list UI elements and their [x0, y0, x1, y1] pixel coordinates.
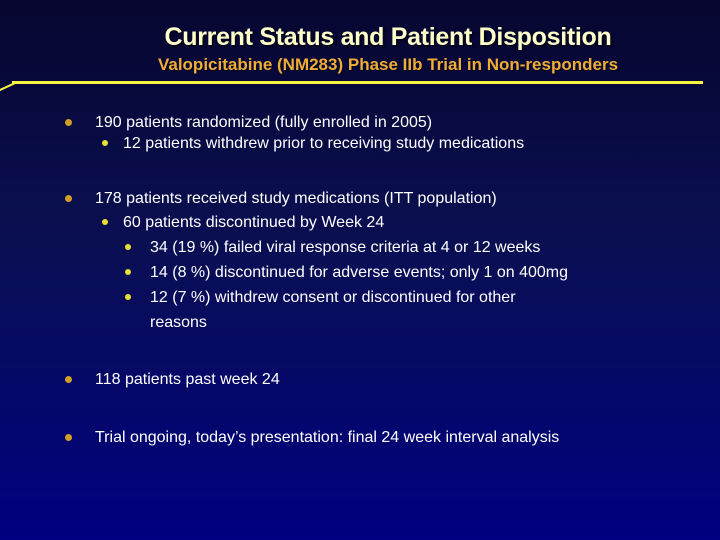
slide-header: Current Status and Patient Disposition V…: [60, 22, 716, 75]
divider-line: [12, 81, 703, 84]
bullet-item: 118 patients past week 24: [0, 367, 716, 392]
bullet-text: 118 patients past week 24: [95, 371, 280, 388]
divider-line-tail: [0, 82, 15, 92]
bullet-text: 34 (19 %) failed viral response criteria…: [150, 239, 541, 256]
bullet-icon: [125, 269, 131, 275]
bullet-item: 12 (7 %) withdrew consent or discontinue…: [0, 285, 716, 335]
bullet-icon: [102, 140, 108, 146]
bullet-text: 178 patients received study medications …: [95, 190, 497, 207]
bullet-text: 14 (8 %) discontinued for adverse events…: [150, 264, 569, 281]
bullet-item: Trial ongoing, today’s presentation: fin…: [0, 425, 716, 450]
bullet-item: 60 patients discontinued by Week 24: [0, 210, 716, 235]
bullet-item: 12 patients withdrew prior to receiving …: [0, 131, 716, 156]
bullet-icon: [65, 195, 72, 202]
bullet-item: 178 patients received study medications …: [0, 186, 716, 211]
page-title: Current Status and Patient Disposition: [164, 23, 612, 51]
bullet-text: 60 patients discontinued by Week 24: [123, 214, 385, 231]
bullet-text: 12 (7 %) withdrew consent or discontinue…: [150, 289, 516, 331]
bullet-text: 12 patients withdrew prior to receiving …: [123, 135, 525, 152]
bullet-text: Trial ongoing, today’s presentation: fin…: [95, 429, 560, 446]
bullet-icon: [65, 434, 72, 441]
bullet-icon: [125, 294, 131, 300]
page-subtitle: Valopicitabine (NM283) Phase IIb Trial i…: [157, 55, 619, 74]
bullet-item: 190 patients randomized (fully enrolled …: [0, 110, 716, 135]
bullet-text: 190 patients randomized (fully enrolled …: [95, 114, 433, 131]
bullet-icon: [65, 119, 72, 126]
bullet-icon: [102, 219, 108, 225]
bullet-icon: [125, 244, 131, 250]
bullet-icon: [65, 376, 72, 383]
bullet-item: 34 (19 %) failed viral response criteria…: [0, 235, 716, 260]
bullet-item: 14 (8 %) discontinued for adverse events…: [0, 260, 716, 285]
